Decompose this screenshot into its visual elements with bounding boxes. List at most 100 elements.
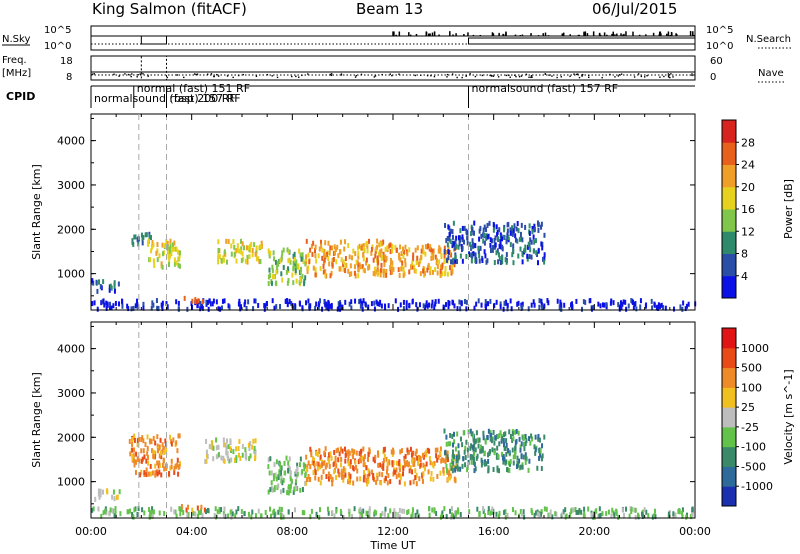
data-point [229, 438, 232, 444]
data-point [102, 510, 105, 516]
y-tick-label: 3000 [57, 179, 85, 192]
data-point [245, 245, 248, 251]
y-axis-label: Slant Range [km] [30, 164, 43, 260]
data-point [175, 246, 178, 252]
data-point [330, 270, 333, 276]
data-point [434, 254, 437, 260]
data-point [399, 463, 402, 469]
data-point [575, 510, 578, 516]
freq-dot [206, 73, 209, 75]
data-point [352, 454, 355, 460]
data-point [361, 513, 364, 519]
data-point [137, 241, 140, 247]
freq-label: Freq. [2, 55, 27, 66]
data-point [91, 278, 94, 284]
data-point [114, 300, 117, 306]
data-point [425, 452, 428, 458]
data-point [342, 266, 345, 272]
data-point [516, 461, 519, 467]
data-point [689, 513, 692, 519]
data-point [415, 302, 418, 308]
data-point [483, 224, 486, 230]
data-point [259, 513, 262, 519]
data-point [617, 302, 620, 308]
data-point [137, 506, 140, 512]
data-point [469, 231, 472, 237]
data-point [212, 445, 215, 451]
data-point [207, 306, 210, 312]
freq-dot [330, 73, 333, 75]
freq-dot [213, 75, 215, 78]
data-point [271, 264, 274, 270]
station-title: King Salmon (fitACF) [92, 0, 247, 18]
data-point [348, 511, 351, 517]
data-point [571, 301, 574, 307]
data-point [582, 513, 585, 519]
colorbar-tick-label: -25 [741, 421, 759, 434]
data-point [284, 470, 287, 476]
data-point [365, 510, 368, 516]
data-point [592, 514, 595, 520]
data-point [411, 511, 414, 517]
data-point [411, 264, 414, 270]
data-point [136, 442, 139, 448]
data-point [367, 452, 370, 458]
data-point [254, 298, 257, 304]
data-point [286, 490, 289, 496]
data-point [334, 458, 337, 464]
data-point [520, 305, 523, 311]
data-point [630, 298, 633, 304]
data-point [259, 259, 262, 265]
data-point [310, 508, 313, 514]
data-point [523, 446, 526, 452]
data-point [379, 241, 382, 247]
freq-dot [609, 73, 611, 76]
data-point [422, 249, 425, 255]
data-point [330, 455, 333, 461]
data-point [411, 507, 414, 513]
data-point [521, 511, 524, 517]
data-point [487, 506, 490, 512]
data-point [416, 306, 419, 312]
data-point [498, 441, 501, 447]
data-point [495, 454, 498, 460]
data-point [470, 244, 473, 250]
colorbar-swatch [722, 275, 736, 299]
data-point [220, 507, 223, 513]
data-point [277, 509, 280, 515]
data-point [150, 509, 153, 515]
freq-dot [667, 75, 670, 77]
data-point [168, 258, 171, 264]
data-point [307, 460, 310, 466]
data-point [241, 443, 244, 449]
data-point [279, 461, 282, 467]
data-point [514, 444, 517, 450]
data-point [459, 466, 462, 472]
data-point [361, 245, 364, 251]
data-point [325, 304, 328, 310]
data-point [506, 228, 509, 234]
data-point [514, 449, 517, 455]
data-point [240, 508, 243, 514]
data-point [483, 461, 486, 467]
freq-dot [530, 75, 533, 77]
data-point [605, 302, 608, 308]
data-point [366, 473, 369, 479]
data-point [399, 473, 402, 479]
data-point [235, 509, 238, 515]
data-point [175, 513, 178, 519]
data-point [98, 279, 101, 285]
data-point [350, 299, 353, 305]
data-point [205, 449, 208, 455]
data-point [437, 454, 440, 460]
data-point [165, 449, 168, 455]
data-point [142, 438, 145, 444]
data-point [170, 464, 173, 470]
data-point [157, 448, 160, 454]
data-point [289, 483, 292, 489]
data-point [440, 457, 443, 463]
data-point [150, 305, 153, 311]
data-point [290, 478, 293, 484]
data-point [353, 506, 356, 512]
data-point [318, 507, 321, 513]
